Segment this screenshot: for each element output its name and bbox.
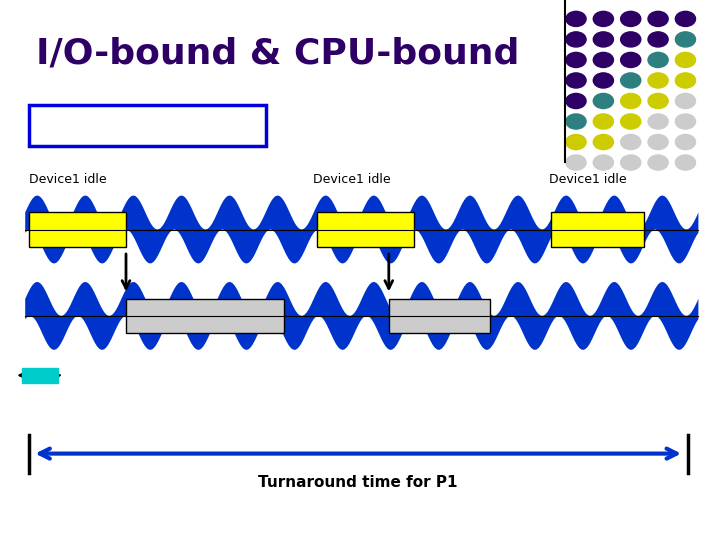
Circle shape [675,93,696,109]
Circle shape [648,114,668,129]
Circle shape [566,114,586,129]
Text: Device1 idle: Device1 idle [549,173,626,186]
Circle shape [593,11,613,26]
Text: CPU idle: CPU idle [407,310,459,323]
Circle shape [648,134,668,150]
Circle shape [621,134,641,150]
Circle shape [648,93,668,109]
Circle shape [621,155,641,170]
Circle shape [593,134,613,150]
Bar [389,299,490,333]
Circle shape [675,52,696,68]
Circle shape [593,155,613,170]
Circle shape [621,114,641,129]
Polygon shape [22,368,58,383]
Polygon shape [25,195,698,264]
Bar [29,105,266,146]
Circle shape [675,114,696,129]
Circle shape [675,73,696,88]
Circle shape [621,11,641,26]
Polygon shape [25,282,698,350]
Circle shape [593,32,613,47]
Circle shape [593,52,613,68]
Circle shape [621,52,641,68]
Circle shape [648,52,668,68]
Circle shape [566,52,586,68]
Text: I/O-bound & CPU-bound: I/O-bound & CPU-bound [36,36,519,70]
Circle shape [566,32,586,47]
Circle shape [566,134,586,150]
Circle shape [675,11,696,26]
Bar [126,299,284,333]
Circle shape [648,73,668,88]
Text: Turnaround time for P1: Turnaround time for P1 [258,475,458,490]
Circle shape [675,32,696,47]
Text: Device1 idle: Device1 idle [313,173,391,186]
Text: P1: CPU-bound: P1: CPU-bound [37,117,171,134]
Circle shape [621,32,641,47]
Bar [551,212,644,247]
Circle shape [675,134,696,150]
Text: CPU idle: CPU idle [151,310,203,323]
Circle shape [593,114,613,129]
Circle shape [593,93,613,109]
Bar [317,212,414,247]
Bar [29,212,126,247]
Circle shape [648,32,668,47]
Circle shape [593,73,613,88]
Circle shape [566,11,586,26]
Circle shape [648,11,668,26]
Text: Device1 idle: Device1 idle [29,173,107,186]
Circle shape [566,93,586,109]
Circle shape [566,73,586,88]
Circle shape [621,73,641,88]
Circle shape [621,93,641,109]
Circle shape [675,155,696,170]
Circle shape [648,155,668,170]
Circle shape [566,155,586,170]
